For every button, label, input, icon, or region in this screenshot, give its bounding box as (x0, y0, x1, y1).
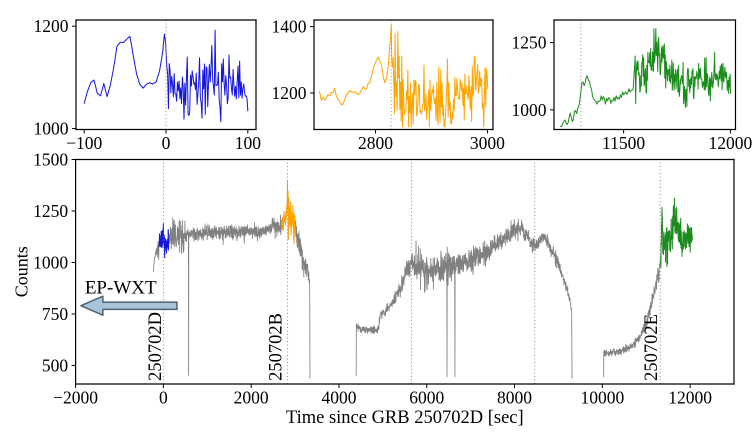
svg-text:Counts: Counts (11, 246, 31, 297)
svg-text:4000: 4000 (321, 388, 356, 408)
svg-text:1500: 1500 (33, 150, 68, 170)
svg-text:0: 0 (159, 388, 168, 408)
svg-text:500: 500 (42, 356, 69, 376)
svg-text:EP-WXT: EP-WXT (85, 278, 157, 299)
svg-text:12000: 12000 (668, 388, 712, 408)
svg-text:Time since GRB 250702D [sec]: Time since GRB 250702D [sec] (286, 408, 524, 428)
svg-text:2000: 2000 (234, 388, 269, 408)
svg-text:1200: 1200 (34, 16, 69, 36)
svg-text:1000: 1000 (512, 100, 547, 120)
svg-text:1000: 1000 (33, 253, 68, 273)
svg-text:250702D: 250702D (146, 312, 166, 381)
svg-text:1000: 1000 (34, 119, 69, 139)
svg-text:250702B: 250702B (266, 313, 286, 381)
svg-text:11500: 11500 (602, 133, 645, 153)
svg-text:1250: 1250 (512, 33, 547, 53)
svg-text:0: 0 (162, 133, 171, 153)
svg-text:−2000: −2000 (53, 388, 98, 408)
svg-text:12000: 12000 (709, 133, 752, 153)
svg-text:250702E: 250702E (642, 314, 662, 381)
svg-text:1250: 1250 (33, 201, 68, 221)
svg-text:1400: 1400 (272, 17, 307, 37)
svg-text:750: 750 (42, 304, 69, 324)
svg-text:8000: 8000 (497, 388, 532, 408)
svg-text:100: 100 (235, 133, 262, 153)
svg-text:−100: −100 (66, 133, 102, 153)
svg-text:6000: 6000 (409, 388, 444, 408)
svg-text:1200: 1200 (272, 83, 307, 103)
svg-text:2800: 2800 (358, 133, 393, 153)
svg-text:10000: 10000 (580, 388, 624, 408)
svg-text:3000: 3000 (470, 133, 505, 153)
